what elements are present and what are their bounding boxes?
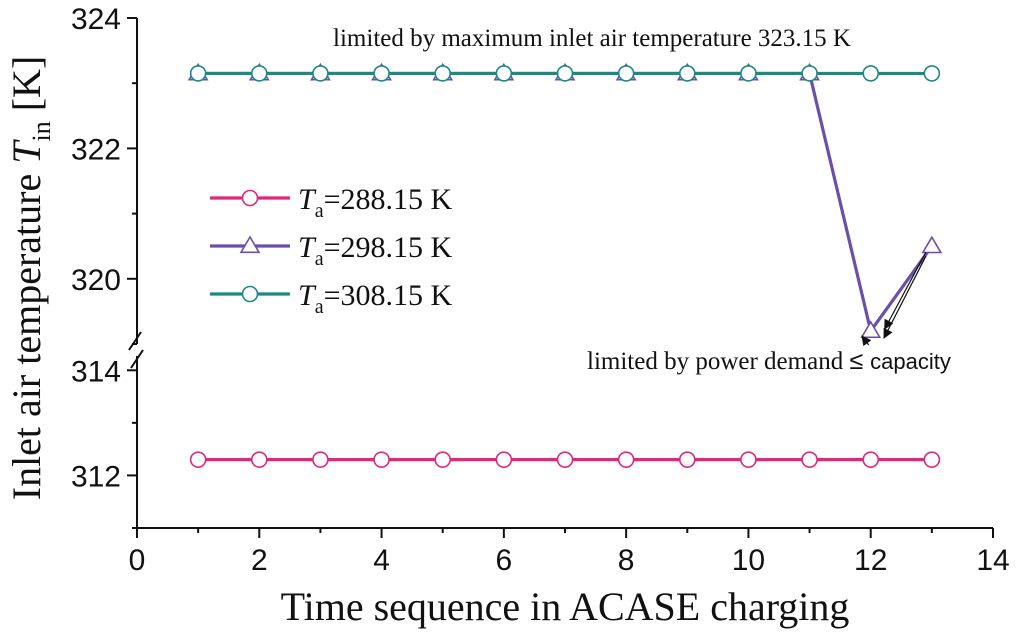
series-point: [495, 451, 513, 468]
series-2: [189, 65, 941, 82]
legend-label-value: =288.15 K: [324, 183, 453, 216]
series-point: [617, 451, 635, 468]
legend-label-symbol: T: [298, 183, 317, 216]
annotation-arrow: [883, 255, 927, 339]
annotation-power-demand: limited by power demand ≤ capacity: [587, 347, 951, 375]
series-point: [373, 65, 390, 82]
legend-marker: [239, 235, 261, 254]
series-point: [556, 451, 574, 468]
series-layer: [187, 62, 943, 468]
series-point: [434, 65, 452, 82]
series-point: [801, 451, 818, 468]
legend-label-subscript: a: [315, 200, 324, 222]
series-point: [312, 65, 329, 82]
y-tick-label: 324: [71, 3, 121, 36]
series-point: [312, 451, 329, 468]
x-tick-label: 14: [976, 544, 1009, 577]
legend-label-value: =298.15 K: [324, 231, 453, 264]
x-tick-label: 4: [373, 544, 390, 577]
legend-marker: [241, 285, 259, 303]
x-tick-label: 10: [732, 544, 765, 577]
annotation-arrow: [861, 335, 872, 347]
y-axis-title-symbol: T: [4, 139, 49, 164]
legend-label: Ta=288.15 K: [298, 183, 452, 222]
legend-marker: [241, 189, 259, 207]
annotations: limited by maximum inlet air temperature…: [333, 25, 951, 375]
legend: Ta=288.15 KTa=298.15 KTa=308.15 K: [210, 183, 452, 318]
x-tick-label: 8: [618, 544, 635, 577]
y-axis-title-unit: [K]: [4, 56, 49, 122]
y-tick-label: 314: [71, 355, 121, 388]
x-axis-title: Time sequence in ACASE charging: [281, 584, 850, 629]
series-point: [250, 451, 268, 468]
legend-label: Ta=308.15 K: [298, 279, 452, 318]
series-point: [434, 451, 452, 468]
legend-label-symbol: T: [298, 279, 317, 312]
series-0: [189, 451, 941, 468]
x-tick-label: 12: [854, 544, 887, 577]
series-point: [862, 65, 880, 82]
annotation-power-demand-symbol: ≤: [849, 347, 870, 375]
series-point: [678, 65, 696, 82]
series-point: [617, 65, 635, 82]
series-point: [556, 65, 574, 82]
legend-label-subscript: a: [315, 248, 324, 270]
series-point: [373, 451, 390, 468]
series-point: [678, 451, 696, 468]
y-axis-title-subscript: in: [27, 121, 56, 141]
series-point: [189, 65, 207, 82]
series-point: [923, 65, 941, 82]
series-point: [740, 451, 757, 468]
series-point: [923, 451, 941, 468]
series-point: [921, 235, 943, 254]
axis-break-mark: [130, 349, 144, 369]
y-tick-label: 320: [71, 264, 121, 297]
x-tick-label: 6: [496, 544, 513, 577]
y-axis-title: Inlet air temperature Tin [K]: [4, 56, 56, 501]
series-point: [189, 451, 207, 468]
legend-label-value: =308.15 K: [324, 279, 453, 312]
annotation-power-demand-text: limited by power demand: [587, 348, 849, 375]
series-point: [862, 451, 880, 468]
annotation-power-demand-tail: capacity: [870, 349, 951, 374]
legend-label-subscript: a: [315, 296, 324, 318]
series-point: [801, 65, 818, 82]
x-tick-label: 0: [129, 544, 146, 577]
legend-label: Ta=298.15 K: [298, 231, 452, 270]
axis-break-mark: [128, 331, 142, 351]
series-point: [250, 65, 268, 82]
y-tick-label: 312: [71, 460, 121, 493]
series-point: [495, 65, 513, 82]
legend-label-symbol: T: [298, 231, 317, 264]
y-tick-label: 322: [71, 133, 121, 166]
annotation-max-temp: limited by maximum inlet air temperature…: [333, 25, 851, 52]
series-point: [740, 65, 757, 82]
axes: 0 2 4 6 8 10 12 14 312 314 320 322 324: [71, 3, 1010, 577]
y-axis-title-main: Inlet air temperature: [4, 164, 49, 500]
x-tick-label: 2: [251, 544, 268, 577]
annotation-arrow: [884, 251, 927, 330]
